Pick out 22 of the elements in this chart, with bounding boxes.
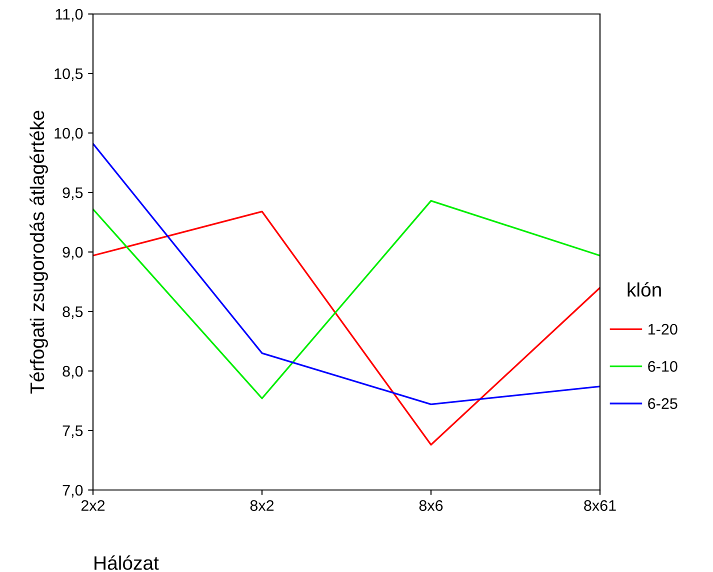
y-axis-title: Térfogati zsugorodás átlagértéke [30, 110, 48, 394]
y-tick-label: 8,5 [62, 306, 83, 319]
line-series [93, 210, 600, 446]
legend-title: klón [628, 282, 661, 297]
y-tick-label: 10,5 [54, 68, 83, 81]
y-tick-label: 7,0 [62, 484, 83, 498]
y-tick-label: 8,0 [62, 366, 83, 378]
x-tick-label: 8x61 [584, 500, 616, 511]
y-tick-label: 10,0 [54, 128, 83, 140]
legend-label: 1-20 [648, 324, 678, 335]
y-tick-label: 9,5 [62, 187, 83, 200]
x-tick-label: 8x6 [419, 500, 443, 511]
x-tick-label: 8x2 [250, 500, 274, 511]
line-series [93, 142, 600, 406]
y-tick-label: 9,0 [62, 246, 83, 260]
line-series [93, 200, 600, 400]
legend-label: 6-25 [648, 398, 678, 409]
y-tick-label: 7,5 [62, 426, 83, 438]
legend-label: 6-10 [648, 361, 678, 372]
x-tick-label: 2x2 [81, 500, 105, 511]
y-tick-label: 11,0 [56, 8, 83, 22]
x-axis-title: Hálózat [94, 555, 159, 570]
